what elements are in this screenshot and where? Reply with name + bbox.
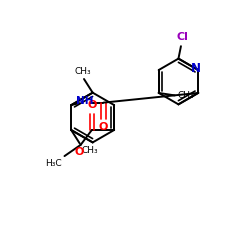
Text: CH₃: CH₃ — [177, 91, 194, 100]
Text: H₃C: H₃C — [45, 158, 62, 168]
Text: N: N — [191, 62, 201, 75]
Text: O: O — [87, 100, 97, 110]
Text: Cl: Cl — [176, 32, 188, 42]
Text: CH₃: CH₃ — [81, 146, 98, 155]
Text: O: O — [99, 122, 108, 132]
Text: NH: NH — [76, 96, 94, 106]
Text: CH₃: CH₃ — [74, 67, 91, 76]
Text: O: O — [75, 147, 84, 157]
